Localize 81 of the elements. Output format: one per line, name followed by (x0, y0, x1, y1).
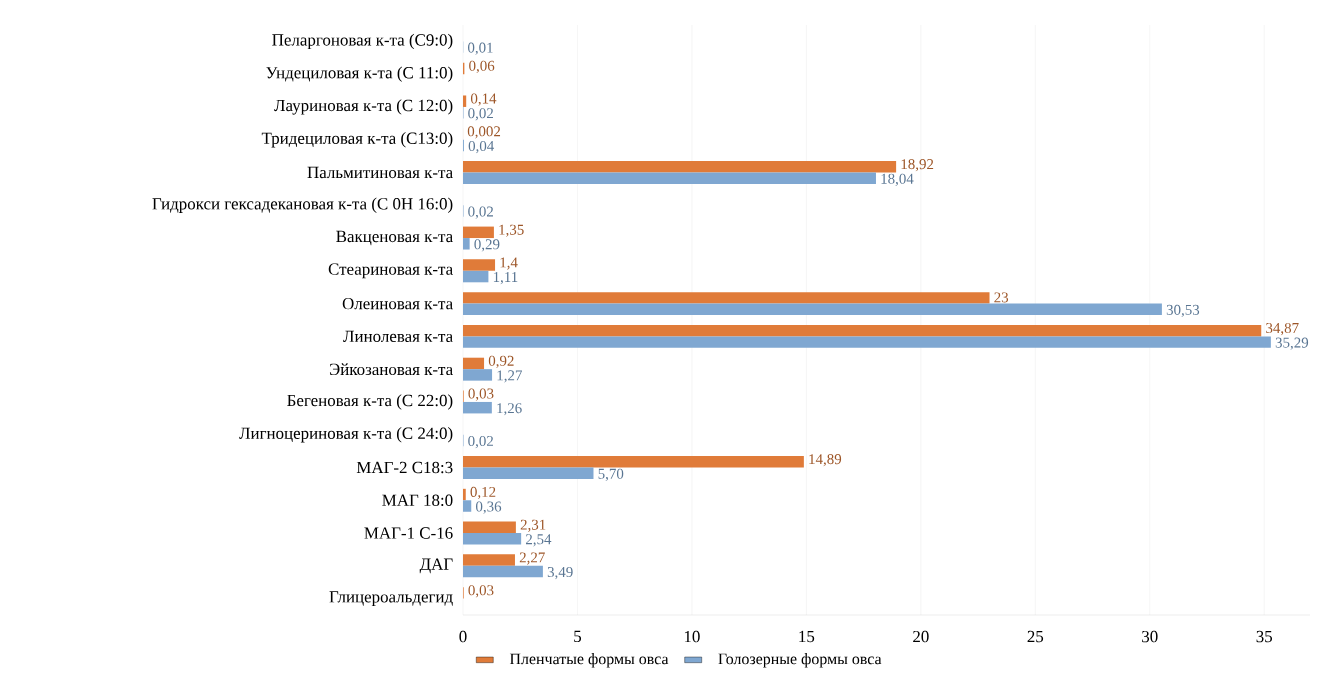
data-label: 1,11 (493, 272, 518, 285)
bar (463, 238, 470, 250)
x-tick-label: 0 (459, 630, 467, 643)
bar (463, 533, 522, 545)
x-tick-label: 25 (1027, 630, 1044, 643)
data-label: 1,26 (497, 403, 522, 416)
bar (463, 565, 543, 578)
data-label: 2,27 (519, 552, 545, 565)
bar (463, 270, 489, 283)
x-tick-label: 20 (913, 630, 929, 643)
y-tick-label: Глицероальдегид (329, 591, 453, 606)
y-tick-label: МАГ 18:0 (382, 494, 453, 507)
y-tick-label: Эйкозановая к-та (329, 363, 453, 376)
x-tick-label: 5 (574, 630, 582, 643)
x-tick-label: 10 (684, 630, 700, 643)
data-label: 0,03 (468, 388, 494, 401)
bar (463, 95, 467, 107)
y-tick-label: Пальмитиновая к-та (307, 166, 453, 179)
y-tick-label: Олеиновая к-та (342, 297, 453, 310)
y-tick-label: Пеларгоновая к-та (С9:0) (272, 33, 453, 50)
data-label: 18,92 (901, 159, 934, 172)
y-tick-label: Бегеновая к-та (С 22:0) (287, 394, 453, 410)
data-label: 18,04 (881, 173, 914, 186)
data-label: 0,36 (476, 501, 502, 514)
y-tick-label: Тридециловая к-та (С13:0) (261, 132, 453, 148)
bar (463, 456, 804, 468)
bar (463, 357, 485, 370)
data-label: 0,06 (469, 60, 495, 73)
bar (463, 161, 897, 173)
data-label: 2,54 (526, 534, 552, 547)
data-label: 0,92 (488, 355, 514, 368)
bar (463, 226, 494, 239)
bar (463, 292, 990, 304)
y-tick-label: Лигноцериновая к-та (С 24:0) (239, 427, 453, 443)
bar (463, 336, 1271, 348)
y-tick-label: Ундециловая к-та (С 11:0) (266, 66, 453, 82)
data-label: 0,04 (468, 140, 495, 154)
y-tick-label: Линолевая к-та (343, 330, 453, 343)
data-label: 34,87 (1266, 322, 1299, 336)
data-label: 0,002 (467, 126, 501, 139)
bar (463, 488, 466, 501)
data-label: 0,02 (468, 435, 493, 449)
y-tick-label: Стеариновая к-та (328, 263, 453, 279)
data-label: 0,14 (470, 93, 497, 106)
y-tick-label: Лауриновая к-та (С 12:0) (274, 99, 453, 115)
bar (463, 172, 876, 184)
data-label: 0,03 (468, 585, 494, 598)
data-label: 2,31 (520, 519, 546, 532)
bar (463, 554, 515, 566)
data-label: 0,02 (468, 206, 493, 219)
data-label: 30,53 (1166, 304, 1200, 318)
data-label: 0,01 (467, 42, 493, 55)
data-label: 14,89 (809, 454, 842, 467)
y-tick-label: МАГ-2 С18:3 (356, 461, 453, 474)
data-label: 5,70 (598, 468, 624, 481)
x-tick-label: 15 (799, 630, 815, 643)
bar (463, 369, 493, 381)
bar (463, 521, 516, 534)
legend-label: Голозерные формы овса (718, 653, 882, 668)
bar (463, 303, 1162, 316)
data-label: 1,4 (500, 257, 518, 270)
data-label: 0,29 (474, 239, 500, 252)
data-label: 3,49 (547, 567, 573, 580)
data-label: 0,12 (470, 486, 496, 500)
y-tick-label: ДАГ (419, 558, 453, 574)
bar (463, 500, 472, 512)
y-tick-label: Гидрокси гексадекановая к-та (С 0Н 16:0) (152, 197, 453, 213)
y-tick-label: Вакценовая к-та (336, 230, 453, 246)
x-tick-label: 30 (1142, 630, 1158, 643)
x-tick-label: 35 (1256, 630, 1273, 643)
bar (463, 401, 492, 414)
data-label: 0,02 (468, 108, 493, 121)
legend-label: Пленчатые формы овса (509, 653, 669, 668)
data-label: 23 (994, 292, 1009, 303)
data-label: 1,27 (497, 370, 522, 383)
bar (463, 259, 496, 271)
y-tick-label: МАГ-1 С-16 (364, 527, 453, 539)
bar (463, 467, 594, 479)
data-label: 1,35 (499, 224, 524, 237)
data-label: 35,29 (1275, 337, 1309, 350)
bar (463, 324, 1262, 337)
